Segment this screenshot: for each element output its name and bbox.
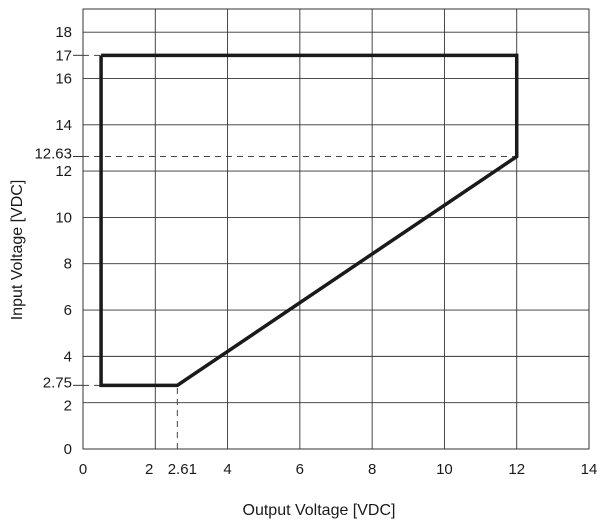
y-axis-label: Input Voltage [VDC]	[9, 180, 26, 321]
y-tick-label: 10	[55, 209, 72, 226]
grid	[82, 8, 590, 450]
y-tick-label: 17	[55, 47, 72, 64]
reference-lines	[83, 54, 517, 449]
x-tick-label: 0	[79, 461, 87, 478]
y-tick-label: 12.63	[34, 146, 72, 163]
x-tick-label: 14	[581, 461, 598, 478]
plot-frame	[82, 8, 590, 450]
y-tick-label: 18	[55, 24, 72, 41]
x-tick-label: 4	[223, 461, 231, 478]
x-tick-label: 10	[436, 461, 453, 478]
x-tick-label: 2.61	[168, 461, 197, 478]
y-tick-label: 12	[55, 163, 72, 180]
y-tick-label: 0	[64, 441, 72, 458]
y-tick-label: 4	[64, 348, 72, 365]
x-tick-label: 6	[296, 461, 304, 478]
series-line	[99, 53, 519, 388]
x-tick-label: 8	[368, 461, 376, 478]
y-tick-label: 2.75	[43, 374, 72, 391]
series	[99, 53, 519, 388]
y-tick-label: 6	[64, 302, 72, 319]
y-tick-label: 16	[55, 70, 72, 87]
x-axis-label: Output Voltage [VDC]	[243, 502, 396, 519]
x-tick-labels: 0 2 2.61 4 6 8 10 12 14	[79, 461, 598, 478]
y-tick-label: 2	[64, 398, 72, 415]
y-tick-label: 8	[64, 256, 72, 273]
x-tick-label: 12	[508, 461, 525, 478]
y-tick-label: 14	[55, 117, 72, 134]
x-tick-label: 2	[145, 461, 153, 478]
